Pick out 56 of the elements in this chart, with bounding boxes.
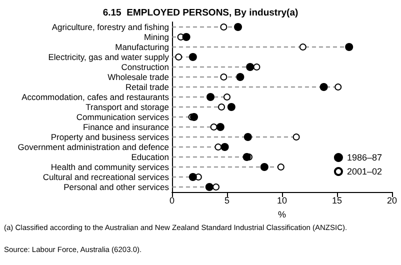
point xyxy=(277,164,284,170)
y-tick-label: Personal and other services xyxy=(64,182,169,192)
point xyxy=(214,144,222,150)
point xyxy=(212,184,220,190)
point xyxy=(334,84,342,90)
point xyxy=(253,64,260,70)
point xyxy=(345,43,354,51)
x-tick-label: 5 xyxy=(224,196,230,206)
legend-label: 1986–87 xyxy=(346,152,382,162)
point xyxy=(227,103,236,111)
y-tick-label: Property and business services xyxy=(50,132,169,142)
y-tick-label: Health and community services xyxy=(50,162,169,172)
point xyxy=(242,153,251,161)
point xyxy=(218,104,225,110)
y-tick-label: Education xyxy=(131,152,170,162)
point xyxy=(236,73,244,81)
y-tick-label: Construction xyxy=(121,62,170,72)
x-tick-label: 10 xyxy=(276,196,288,206)
x-tick-label: 15 xyxy=(332,196,342,206)
y-tick-label: Mining xyxy=(144,32,170,42)
point xyxy=(182,33,190,41)
point xyxy=(188,53,197,61)
point xyxy=(244,133,252,141)
point xyxy=(205,183,214,191)
point xyxy=(210,124,218,130)
point xyxy=(299,44,306,50)
y-tick-label: Manufacturing xyxy=(115,42,170,52)
point xyxy=(246,63,254,71)
point xyxy=(190,113,198,121)
point xyxy=(234,23,242,31)
chart-title: 6.15 EMPLOYED PERSONS, By industry(a) xyxy=(102,8,298,18)
y-tick-label: Wholesale trade xyxy=(108,72,170,82)
y-tick-label: Government administration and defence xyxy=(18,142,170,152)
y-tick-label: Electricity, gas and water supply xyxy=(48,52,170,62)
y-tick-label: Transport and storage xyxy=(86,102,170,112)
y-tick-label: Communication services xyxy=(76,112,169,122)
x-axis-title: % xyxy=(278,209,286,220)
point xyxy=(220,24,228,30)
y-tick-label: Retail trade xyxy=(126,82,170,92)
point xyxy=(220,143,229,151)
y-tick-label: Agriculture, forestry and fishing xyxy=(52,22,170,32)
point xyxy=(206,93,214,101)
x-tick-label: 0 xyxy=(169,196,175,206)
y-tick-label: Finance and insurance xyxy=(82,122,170,132)
point xyxy=(224,94,230,100)
point xyxy=(188,173,197,181)
point xyxy=(216,123,224,131)
y-tick-label: Accommodation, cafes and restaurants xyxy=(22,92,169,102)
point xyxy=(292,134,300,140)
legend-label: 2001–02 xyxy=(346,166,382,176)
x-tick-label: 20 xyxy=(386,196,398,206)
point xyxy=(220,74,228,80)
point xyxy=(320,83,328,91)
point xyxy=(260,163,268,171)
y-tick-label: Cultural and recreational services xyxy=(42,172,169,182)
point xyxy=(175,54,182,60)
